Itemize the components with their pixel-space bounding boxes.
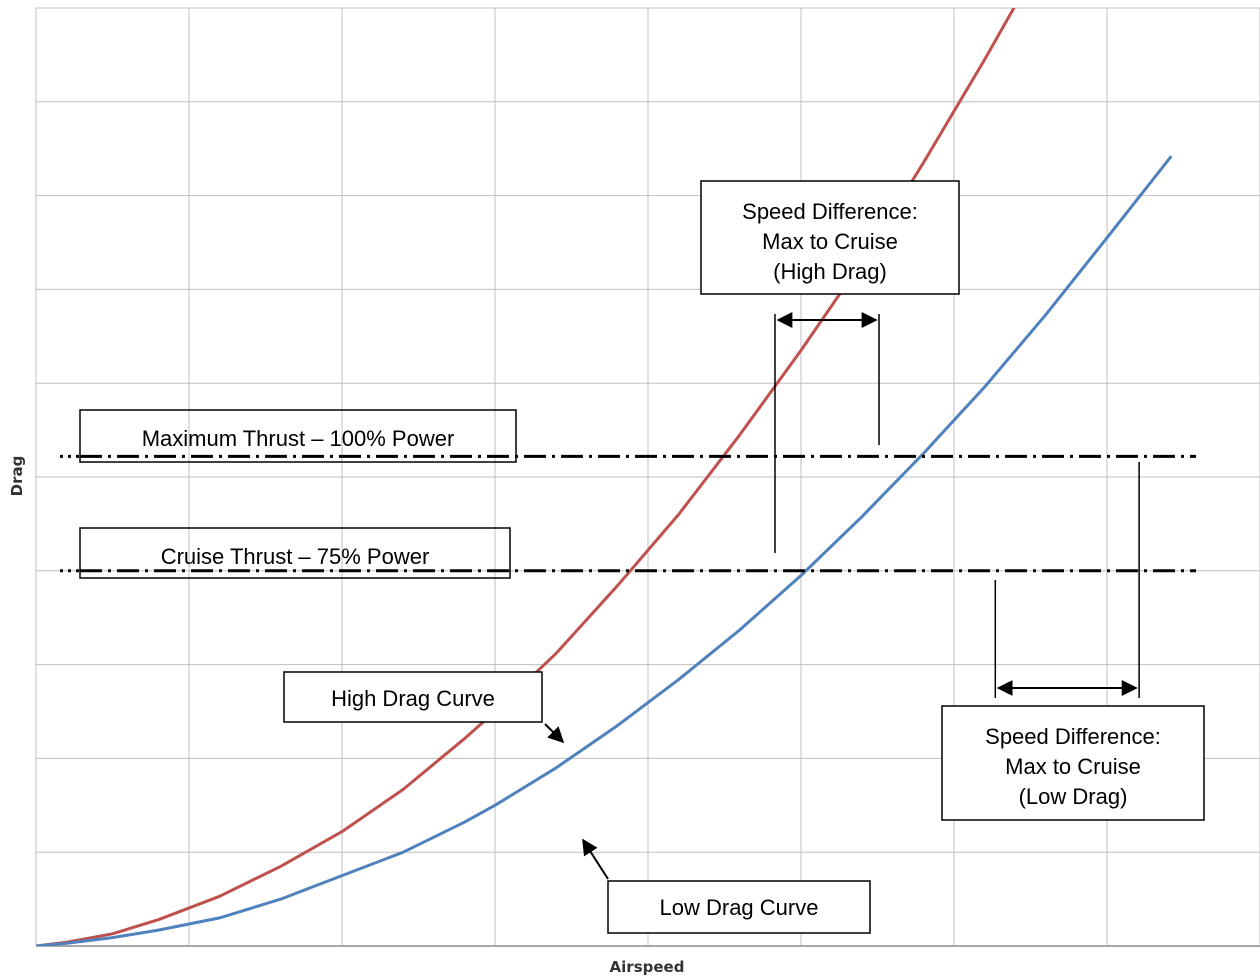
reference-label-box: [79, 527, 511, 579]
reference-label: Maximum Thrust – 100% Power: [142, 426, 455, 451]
speed-difference-text: Max to Cruise: [1005, 754, 1141, 779]
curve-label-arrow: [544, 723, 565, 744]
speed-difference-text: (Low Drag): [1019, 784, 1128, 809]
speed-difference-text: Speed Difference:: [985, 724, 1161, 749]
curve-label: Low Drag Curve: [660, 895, 819, 920]
speed-difference-text: Max to Cruise: [762, 229, 898, 254]
speed-difference-box: [700, 180, 960, 295]
grid: [35, 7, 1260, 947]
curve-label-box: [283, 671, 543, 723]
curve-label-box: [607, 880, 871, 934]
series-line-low-drag-curve: [36, 155, 1173, 946]
speed-difference-box: [941, 705, 1205, 821]
series-line-high-drag-curve: [36, 8, 1016, 946]
series-layer: [36, 8, 1173, 946]
reference-lines: Maximum Thrust – 100% Power Cruise Thrust…: [60, 409, 1196, 579]
y-axis-label: Drag: [8, 456, 26, 497]
reference-label-box: [79, 409, 517, 463]
reference-label: Cruise Thrust – 75% Power: [161, 544, 430, 569]
speed-difference-text: Speed Difference:: [742, 199, 918, 224]
curve-label: High Drag Curve: [331, 686, 495, 711]
x-axis-label: Airspeed: [610, 958, 685, 976]
annotations: Speed Difference: Max to Cruise (High Drag…: [283, 180, 1205, 934]
speed-difference-text: (High Drag): [773, 259, 887, 284]
curve-label-arrow: [582, 838, 609, 880]
